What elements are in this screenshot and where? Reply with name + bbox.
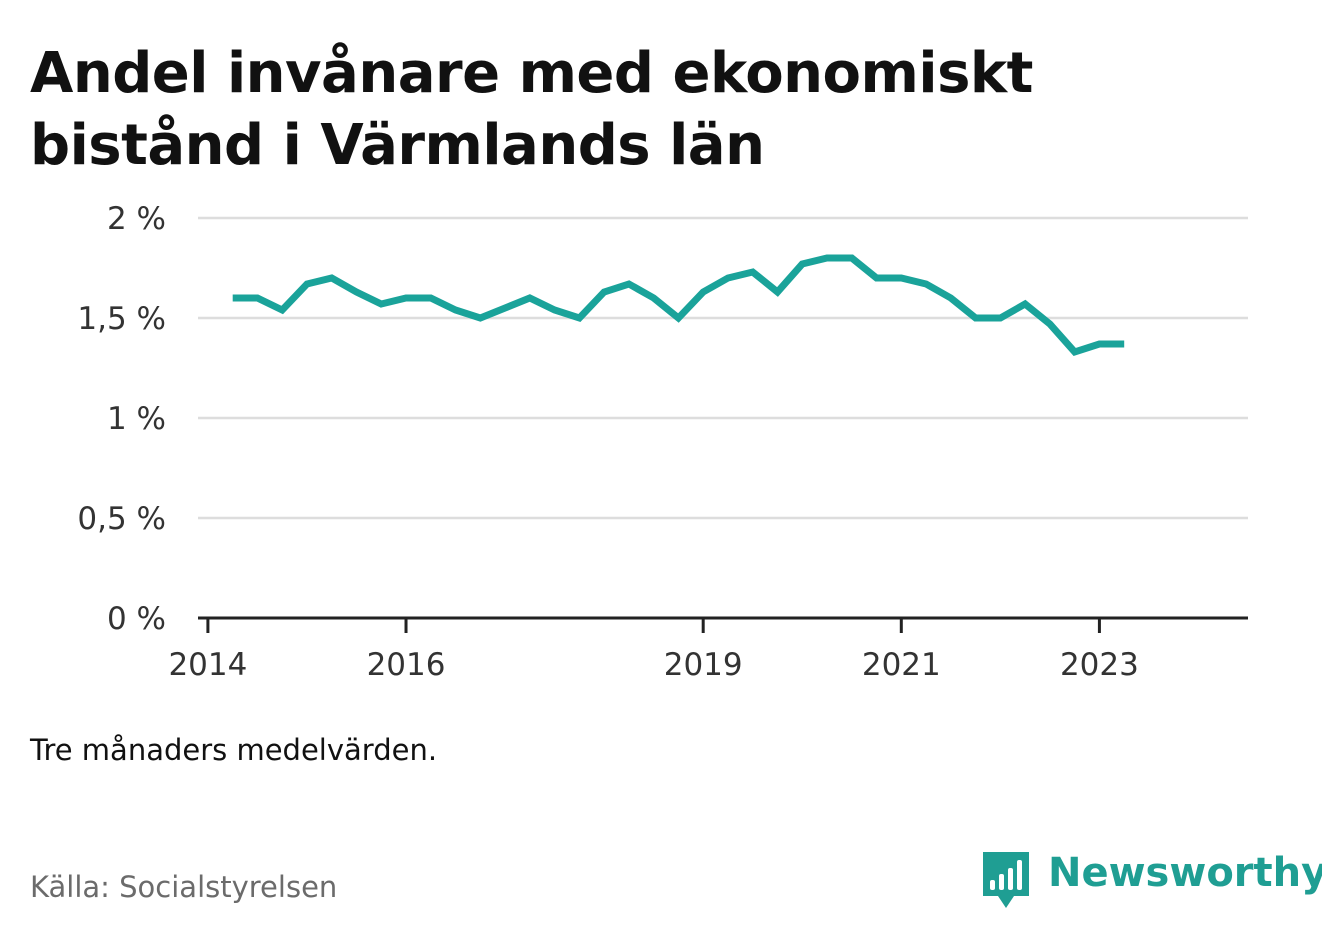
chart-note: Tre månaders medelvärden.	[30, 733, 438, 767]
newsworthy-chart-icon	[983, 852, 1029, 908]
x-axis: 2014 2016 2019 2021 2023	[168, 616, 1248, 683]
y-tick-label: 0 %	[107, 601, 166, 637]
x-tick-label: 2016	[367, 647, 446, 683]
x-tick-label: 2023	[1060, 647, 1139, 683]
source-credit: Källa: Socialstyrelsen	[30, 870, 338, 904]
series-line	[232, 254, 1125, 357]
x-tick-label: 2014	[168, 647, 247, 683]
x-tick-label: 2019	[664, 647, 743, 683]
brand-name: Newsworthy	[1048, 850, 1322, 896]
y-tick-label: 1 %	[107, 401, 166, 437]
series-lines	[232, 254, 1125, 357]
y-tick-label: 0,5 %	[77, 501, 166, 537]
chart-title: Andel invånare med ekonomiskt bistånd i …	[30, 41, 1033, 178]
line-chart: 0 % 0,5 % 1 % 1,5 % 2 % 2014 2016 2019 2021 2023	[77, 201, 1248, 683]
x-tick-label: 2021	[862, 647, 941, 683]
gridlines	[198, 216, 1248, 520]
y-tick-label: 2 %	[107, 201, 166, 237]
y-tick-label: 1,5 %	[77, 301, 166, 337]
y-axis-tick-labels: 0 % 0,5 % 1 % 1,5 % 2 %	[77, 201, 166, 637]
